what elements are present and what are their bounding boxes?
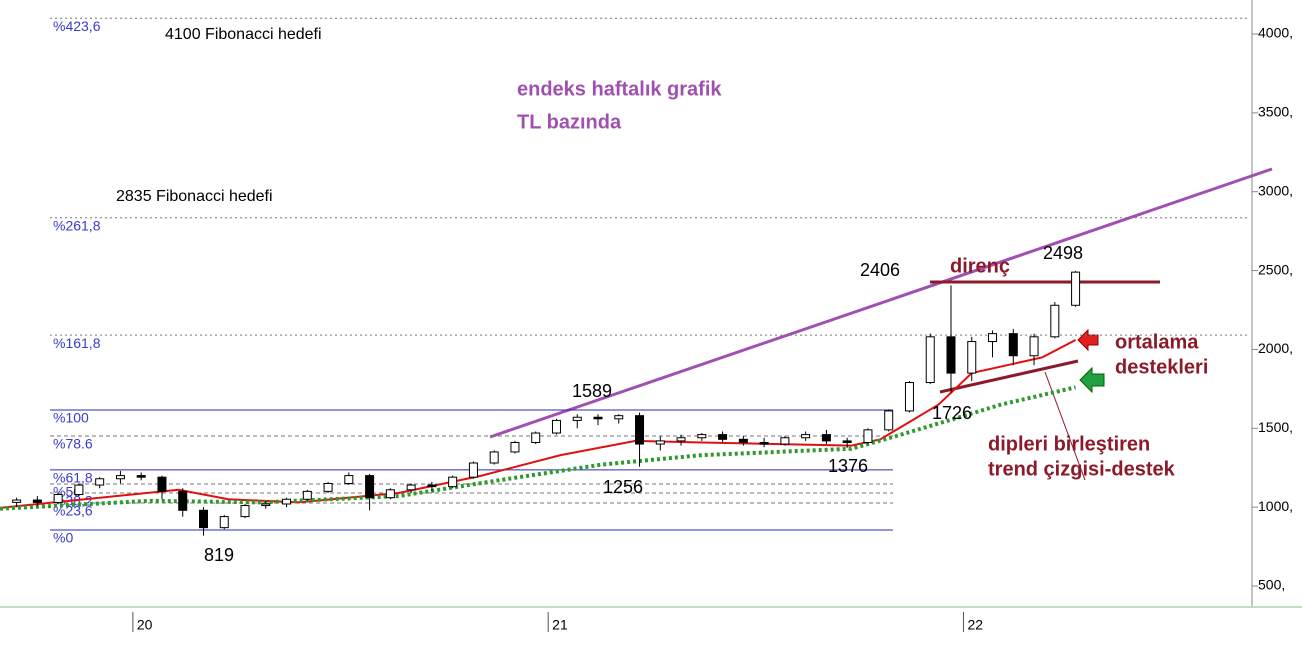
candle-body (489, 451, 499, 464)
candle-body (801, 434, 811, 439)
support-line (939, 359, 1079, 394)
candle-body (821, 434, 831, 442)
candle-body (406, 484, 416, 491)
candle-body (863, 429, 873, 443)
annotation: 2835 Fibonacci hedefi (116, 188, 273, 205)
candle-body (115, 475, 125, 480)
price-label: 819 (204, 545, 234, 565)
candle-body (468, 462, 478, 478)
y-tick-label: 1500, (1258, 419, 1293, 435)
annotation: destekleri (1115, 356, 1208, 378)
candle-body (759, 441, 769, 445)
fib-label: %423,6 (53, 18, 101, 34)
candle-body (448, 476, 458, 488)
candle-body (74, 484, 84, 496)
annotation: direnç (950, 255, 1010, 277)
candle-body (12, 499, 22, 503)
candle-body (738, 438, 748, 443)
candle-body (302, 490, 312, 500)
candle-body (427, 484, 437, 488)
candle-body (593, 416, 603, 420)
y-tick-label: 500, (1258, 577, 1285, 593)
candle-body (1071, 271, 1081, 306)
price-label: 2406 (860, 260, 900, 280)
annotation: TL bazında (517, 111, 622, 133)
candle-body (282, 498, 292, 505)
candle-body (510, 441, 520, 453)
candle-body (136, 475, 146, 478)
y-tick-label: 2000, (1258, 340, 1293, 356)
fib-label: %78.6 (53, 436, 93, 452)
candle-body (157, 476, 167, 492)
candle-body (676, 437, 686, 442)
price-label: 1256 (603, 477, 643, 497)
candle-body (946, 336, 956, 374)
annotation: 4100 Fibonacci hedefi (165, 26, 322, 43)
arrow-red (1077, 328, 1099, 352)
price-label: 1726 (932, 403, 972, 423)
moving-average (0, 385, 1077, 511)
fib-label: %261,8 (53, 217, 101, 233)
annotation: endeks haftalık grafik (517, 78, 722, 100)
candle-body (904, 382, 914, 412)
candle-body (655, 440, 665, 445)
candle-body (385, 489, 395, 499)
candle-body (32, 499, 42, 503)
candle-body (1029, 336, 1039, 357)
candle-body (988, 333, 998, 343)
candle-body (780, 437, 790, 445)
candle-body (178, 490, 188, 511)
candle-body (261, 503, 271, 507)
candle-body (842, 440, 852, 443)
fib-label: %100 (53, 410, 89, 426)
candle-body (635, 415, 645, 445)
candle-body (344, 475, 354, 484)
candle-body (531, 432, 541, 443)
y-tick-label: 3000, (1258, 182, 1293, 198)
candle-body (240, 505, 250, 518)
candle-body (365, 475, 375, 499)
candle-body (551, 419, 561, 434)
arrow-green (1079, 366, 1105, 394)
candle-body (323, 482, 333, 492)
candle-body (697, 434, 707, 439)
candle-body (967, 341, 977, 374)
candle-body (884, 410, 894, 431)
fib-label: %61,8 (53, 470, 93, 486)
fib-label: %0 (53, 530, 73, 546)
pointer-line (1044, 371, 1086, 481)
trend-line (489, 167, 1273, 439)
candle-body (1050, 304, 1060, 338)
y-tick-label: 1000, (1258, 498, 1293, 514)
price-label: 1376 (828, 456, 868, 476)
y-tick-label: 2500, (1258, 261, 1293, 277)
price-label: 1589 (572, 381, 612, 401)
candle-body (718, 434, 728, 440)
candle-body (198, 509, 208, 529)
fib-label: %161,8 (53, 335, 101, 351)
annotation: trend çizgisi-destek (988, 458, 1176, 480)
candle-body (572, 416, 582, 421)
y-tick-label: 3500, (1258, 104, 1293, 120)
annotation: ortalama (1115, 331, 1199, 353)
y-tick-label: 4000, (1258, 25, 1293, 41)
x-tick-label: 20 (137, 617, 153, 633)
candle-body (53, 494, 63, 503)
annotation: dipleri birleştiren (988, 433, 1150, 455)
candle-body (614, 415, 624, 420)
candle-body (95, 478, 105, 486)
candle-body (219, 516, 229, 529)
candle-body (1008, 333, 1018, 357)
x-tick-label: 22 (967, 617, 983, 633)
x-tick-label: 21 (552, 617, 568, 633)
candle-body (925, 336, 935, 384)
price-label: 2498 (1043, 243, 1083, 263)
